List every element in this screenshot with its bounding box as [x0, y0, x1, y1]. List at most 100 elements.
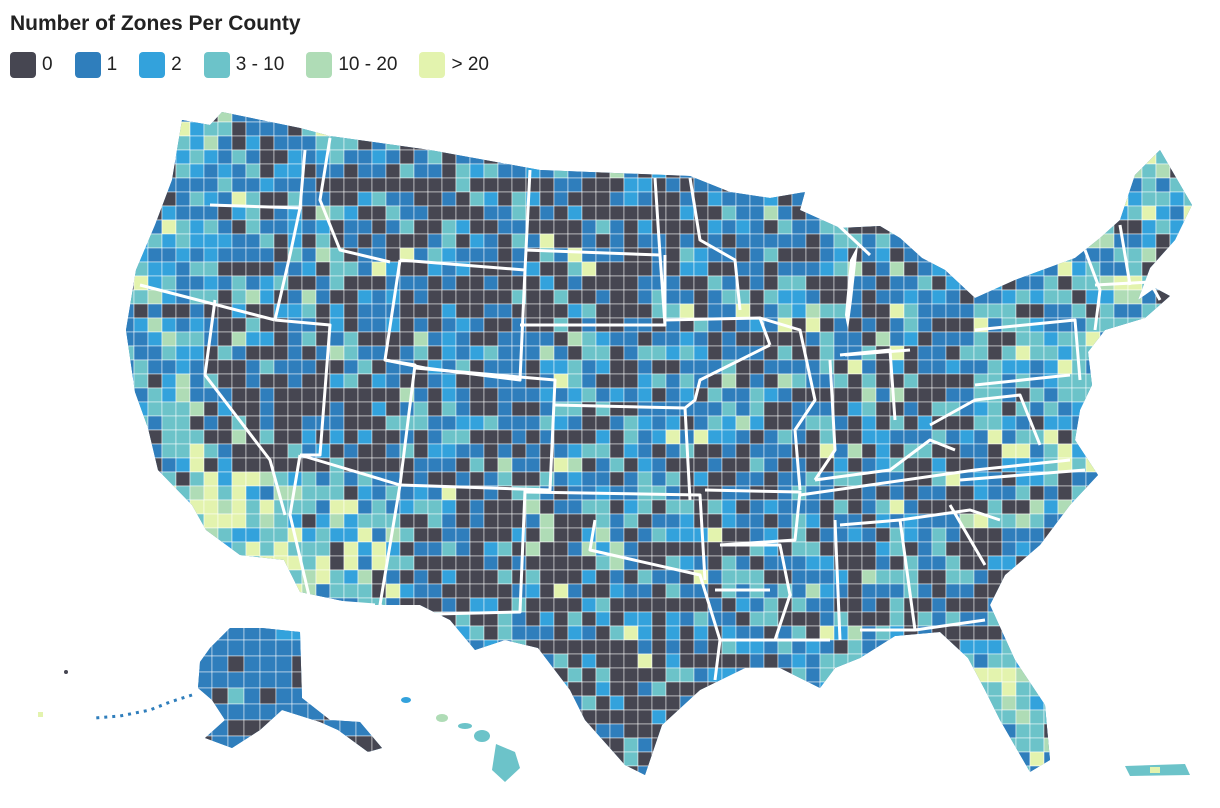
county-cell	[917, 639, 933, 655]
il-in-border	[813, 359, 837, 481]
county-cell	[329, 443, 345, 459]
county-cell	[371, 751, 387, 767]
county-cell	[623, 639, 639, 655]
county-cell	[959, 639, 975, 655]
county-cell	[777, 275, 793, 291]
county-cell	[126, 205, 135, 221]
county-cell	[1127, 135, 1143, 151]
county-cell	[833, 112, 849, 123]
county-cell	[413, 191, 429, 207]
county-cell	[1057, 135, 1073, 151]
county-cell	[1001, 597, 1017, 613]
alaska-cell	[323, 671, 341, 689]
county-cell	[861, 527, 877, 543]
county-cell	[441, 219, 457, 235]
county-cell	[707, 205, 723, 221]
county-cell	[1113, 359, 1129, 375]
county-cell	[161, 233, 177, 249]
county-cell	[189, 765, 205, 775]
county-cell	[273, 112, 289, 123]
county-cell	[203, 177, 219, 193]
county-cell	[1183, 247, 1192, 263]
county-cell	[1043, 653, 1059, 669]
county-cell	[833, 737, 849, 753]
county-cell	[231, 112, 247, 123]
county-cell	[357, 331, 373, 347]
county-cell	[987, 345, 1003, 361]
county-cell	[693, 457, 709, 473]
county-cell	[1169, 121, 1185, 137]
county-cell	[1085, 569, 1101, 585]
county-cell	[763, 765, 779, 775]
county-cell	[1183, 373, 1192, 389]
county-cell	[399, 639, 415, 655]
county-cell	[1085, 331, 1101, 347]
county-cell	[203, 709, 219, 725]
county-cell	[553, 471, 569, 487]
county-cell	[259, 275, 275, 291]
county-cell	[1015, 345, 1031, 361]
county-cell	[1127, 177, 1143, 193]
county-cell	[721, 611, 737, 627]
county-cell	[245, 541, 261, 557]
county-cell	[805, 303, 821, 319]
ga-sc-border	[948, 504, 987, 566]
county-cell	[259, 513, 275, 529]
county-cell	[483, 639, 499, 655]
county-cell	[1001, 135, 1017, 151]
county-cell	[357, 317, 373, 333]
county-cell	[483, 345, 499, 361]
county-cell	[273, 555, 289, 571]
county-cell	[609, 205, 625, 221]
county-cell	[497, 359, 513, 375]
county-cell	[861, 261, 877, 277]
county-cell	[357, 653, 373, 669]
county-cell	[343, 443, 359, 459]
county-cell	[693, 289, 709, 305]
county-cell	[581, 135, 597, 151]
county-cell	[833, 359, 849, 375]
county-cell	[385, 457, 401, 473]
county-cell	[441, 639, 457, 655]
county-cell	[679, 345, 695, 361]
county-cell	[1198, 752, 1212, 766]
county-cell	[918, 780, 932, 794]
county-cell	[777, 121, 793, 137]
county-cell	[1015, 681, 1031, 697]
county-cell	[973, 667, 989, 683]
county-cell	[203, 625, 219, 641]
county-cell	[959, 667, 975, 683]
county-cell	[147, 149, 163, 165]
county-cell	[1001, 695, 1017, 711]
county-cell	[147, 667, 163, 683]
county-cell	[245, 112, 261, 123]
county-cell	[959, 303, 975, 319]
county-cell	[861, 219, 877, 235]
county-cell	[1169, 135, 1185, 151]
county-cell	[567, 625, 583, 641]
county-cell	[1071, 233, 1087, 249]
county-cell	[805, 317, 821, 333]
county-cell	[1155, 331, 1171, 347]
county-cell	[623, 597, 639, 613]
county-cell	[581, 611, 597, 627]
county-cell	[1015, 331, 1031, 347]
county-cell	[623, 205, 639, 221]
county-cell	[1113, 457, 1129, 473]
county-cell	[693, 345, 709, 361]
county-cell	[525, 751, 541, 767]
county-cell	[126, 331, 135, 347]
alaska-cell	[291, 703, 309, 721]
county-cell	[1043, 415, 1059, 431]
county-cell	[413, 289, 429, 305]
county-cell	[399, 345, 415, 361]
county-cell	[371, 112, 387, 123]
county-cell	[133, 373, 149, 389]
county-cell	[1169, 513, 1185, 529]
county-cell	[203, 247, 219, 263]
county-cell	[413, 527, 429, 543]
county-cell	[1057, 401, 1073, 417]
county-cell	[315, 611, 331, 627]
county-cell	[791, 387, 807, 403]
county-cell	[959, 112, 975, 123]
